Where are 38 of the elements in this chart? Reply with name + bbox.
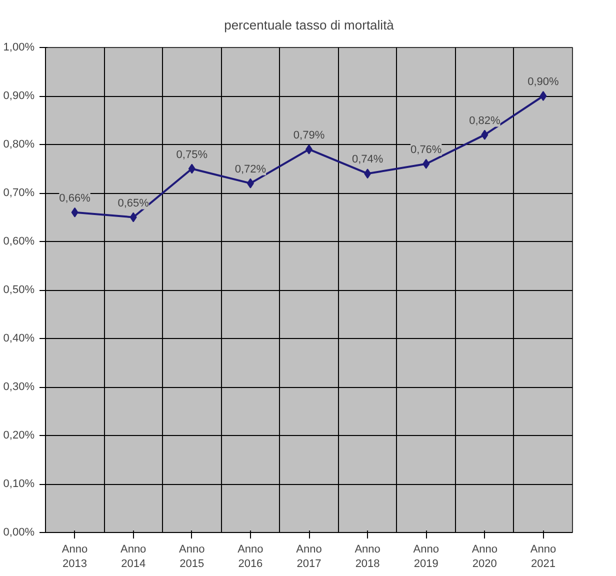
x-tick-label: Anno 2019 [413,544,439,570]
y-tick-label: 0,30% [3,381,35,393]
data-label: 0,75% [176,148,208,161]
data-label: 0,79% [293,129,325,142]
data-label: 0,76% [410,144,442,156]
x-tick-label: Anno 2021 [530,544,556,570]
point [130,212,137,222]
x-tick-label: Anno 2018 [354,544,380,570]
data-label: 0,90% [528,76,560,88]
point [246,178,254,188]
y-tick-label: 0,50% [3,284,35,296]
point [71,207,78,218]
data-label: 0,74% [352,154,384,166]
point [188,164,196,174]
y-tick-label: 0,80% [3,138,35,150]
y-tick-label: 1,00% [3,42,35,54]
x-tick-label: Anno 2015 [179,544,205,570]
x-tick-label: Anno 2016 [238,544,264,570]
data-label: 0,65% [118,197,150,210]
data-label: 0,72% [234,163,266,176]
y-tick-label: 0,40% [3,332,35,344]
x-tick-label: Anno 2014 [120,544,146,570]
x-tick-label: Anno 2017 [296,544,322,570]
y-tick-label: 0,20% [3,430,35,442]
y-tick-label: 0,60% [3,236,35,248]
data-label: 0,82% [469,114,500,127]
chart-title: percentuale tasso di mortalità [224,18,395,32]
point [422,158,430,169]
x-tick-label: Anno 2013 [62,544,88,570]
y-tick-label: 0,90% [3,90,35,102]
point [481,130,488,140]
point [540,91,547,101]
data-label: 0,66% [59,192,91,204]
y-tick-label: 0,00% [3,526,35,538]
y-tick-label: 0,10% [3,478,35,490]
x-tick-label: Anno 2020 [472,544,498,570]
point [364,168,372,179]
y-tick-label: 0,70% [3,187,35,199]
